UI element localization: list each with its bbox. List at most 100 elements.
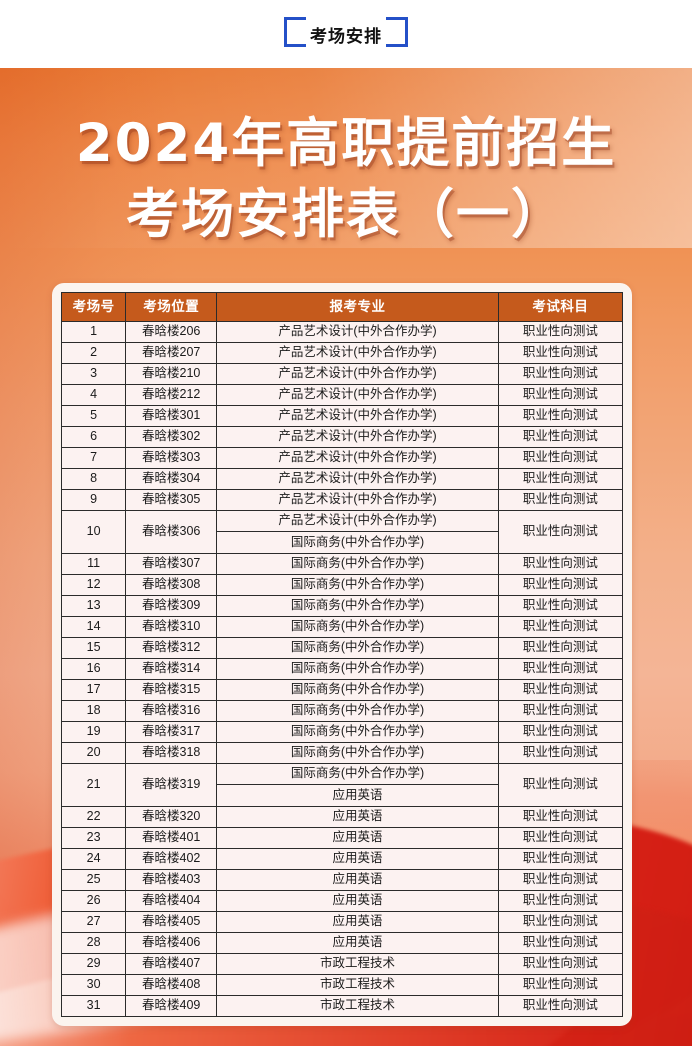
cell-location: 春晗楼301 [125,404,218,427]
cell-major: 国际商务(中外合作办学) [216,678,499,701]
cell-subject: 职业性向测试 [497,847,624,870]
table-row: 31 春晗楼409 市政工程技术 职业性向测试 [60,994,624,1017]
cell-subject: 职业性向测试 [497,657,624,680]
cell-location: 春晗楼302 [125,425,218,448]
cell-location: 春晗楼408 [125,973,218,996]
table-row: 7 春晗楼303 产品艺术设计(中外合作办学) 职业性向测试 [60,446,624,469]
cell-exam-no: 26 [60,889,127,912]
cell-exam-no: 9 [60,488,127,511]
cell-major: 产品艺术设计(中外合作办学) [216,404,499,427]
cell-subject: 职业性向测试 [497,594,624,617]
table-row: 2 春晗楼207 产品艺术设计(中外合作办学) 职业性向测试 [60,341,624,364]
cell-location: 春晗楼402 [125,847,218,870]
column-header-subject: 考试科目 [497,292,624,322]
table-row: 19 春晗楼317 国际商务(中外合作办学) 职业性向测试 [60,720,624,743]
column-header-major: 报考专业 [216,292,499,322]
cell-subject: 职业性向测试 [497,889,624,912]
cell-subject: 职业性向测试 [497,341,624,364]
cell-location: 春晗楼307 [125,552,218,575]
cell-major-part: 国际商务(中外合作办学) [290,534,425,549]
cell-exam-no: 19 [60,720,127,743]
section-badge-label: 考场安排 [310,26,382,46]
cell-exam-no: 5 [60,404,127,427]
cell-location: 春晗楼312 [125,636,218,659]
cell-location: 春晗楼310 [125,615,218,638]
cell-exam-no: 12 [60,573,127,596]
table-row: 4 春晗楼212 产品艺术设计(中外合作办学) 职业性向测试 [60,383,624,406]
cell-major: 产品艺术设计(中外合作办学) [216,446,499,469]
table-row: 21 春晗楼319 国际商务(中外合作办学) 应用英语 职业性向测试 [60,762,624,807]
cell-exam-no: 15 [60,636,127,659]
cell-major: 产品艺术设计(中外合作办学) [216,320,499,343]
cell-major: 市政工程技术 [216,994,499,1017]
cell-major: 国际商务(中外合作办学) [216,615,499,638]
column-header-location: 考场位置 [125,292,218,322]
cell-exam-no: 28 [60,931,127,954]
cell-major: 国际商务(中外合作办学) [216,573,499,596]
cell-major: 产品艺术设计(中外合作办学) [216,362,499,385]
cell-exam-no: 22 [60,805,127,828]
table-row: 1 春晗楼206 产品艺术设计(中外合作办学) 职业性向测试 [60,320,624,343]
section-badge: 考场安排 [284,16,408,52]
cell-major: 国际商务(中外合作办学) [216,720,499,743]
cell-location: 春晗楼319 [125,762,218,807]
cell-exam-no: 16 [60,657,127,680]
cell-location: 春晗楼304 [125,467,218,490]
bracket-right-icon [386,16,408,47]
cell-exam-no: 29 [60,952,127,975]
table-body: 1 春晗楼206 产品艺术设计(中外合作办学) 职业性向测试 2 春晗楼207 产品艺术设计… [60,320,624,1017]
cell-location: 春晗楼401 [125,826,218,849]
cell-exam-no: 10 [60,509,127,554]
cell-exam-no: 4 [60,383,127,406]
cell-major: 产品艺术设计(中外合作办学) [216,467,499,490]
cell-major: 产品艺术设计(中外合作办学) 国际商务(中外合作办学) [216,509,499,554]
cell-subject: 职业性向测试 [497,552,624,575]
table-row: 26 春晗楼404 应用英语 职业性向测试 [60,889,624,912]
cell-subject: 职业性向测试 [497,952,624,975]
cell-major: 应用英语 [216,805,499,828]
cell-major: 应用英语 [216,889,499,912]
cell-subject: 职业性向测试 [497,699,624,722]
cell-major-part: 应用英语 [332,787,383,802]
table-row: 5 春晗楼301 产品艺术设计(中外合作办学) 职业性向测试 [60,404,624,427]
cell-location: 春晗楼316 [125,699,218,722]
cell-exam-no: 3 [60,362,127,385]
cell-major: 应用英语 [216,868,499,891]
cell-subject: 职业性向测试 [497,404,624,427]
cell-major: 应用英语 [216,931,499,954]
table-row: 25 春晗楼403 应用英语 职业性向测试 [60,868,624,891]
schedule-card: 考场号 考场位置 报考专业 考试科目 1 春晗楼206 产品艺术设计(中外合作办学)… [52,283,632,1026]
cell-location: 春晗楼314 [125,657,218,680]
page-title: 2024年高职提前招生 考场安排表（一） [0,112,692,247]
cell-location: 春晗楼405 [125,910,218,933]
cell-subject: 职业性向测试 [497,509,624,554]
cell-major: 国际商务(中外合作办学) [216,552,499,575]
cell-exam-no: 30 [60,973,127,996]
cell-subject: 职业性向测试 [497,362,624,385]
cell-location: 春晗楼308 [125,573,218,596]
cell-location: 春晗楼315 [125,678,218,701]
cell-location: 春晗楼303 [125,446,218,469]
table-head: 考场号 考场位置 报考专业 考试科目 [60,292,624,322]
cell-subject: 职业性向测试 [497,720,624,743]
cell-location: 春晗楼309 [125,594,218,617]
cell-subject: 职业性向测试 [497,488,624,511]
cell-subject: 职业性向测试 [497,615,624,638]
cell-subject: 职业性向测试 [497,467,624,490]
cell-major: 产品艺术设计(中外合作办学) [216,425,499,448]
table-row: 11 春晗楼307 国际商务(中外合作办学) 职业性向测试 [60,552,624,575]
table-row: 18 春晗楼316 国际商务(中外合作办学) 职业性向测试 [60,699,624,722]
cell-exam-no: 21 [60,762,127,807]
cell-major: 市政工程技术 [216,952,499,975]
cell-subject: 职业性向测试 [497,805,624,828]
cell-exam-no: 1 [60,320,127,343]
cell-exam-no: 7 [60,446,127,469]
cell-major: 应用英语 [216,826,499,849]
table-row: 29 春晗楼407 市政工程技术 职业性向测试 [60,952,624,975]
cell-exam-no: 6 [60,425,127,448]
cell-major: 产品艺术设计(中外合作办学) [216,383,499,406]
table-row: 17 春晗楼315 国际商务(中外合作办学) 职业性向测试 [60,678,624,701]
top-bar: 考场安排 [0,0,692,68]
cell-major: 市政工程技术 [216,973,499,996]
